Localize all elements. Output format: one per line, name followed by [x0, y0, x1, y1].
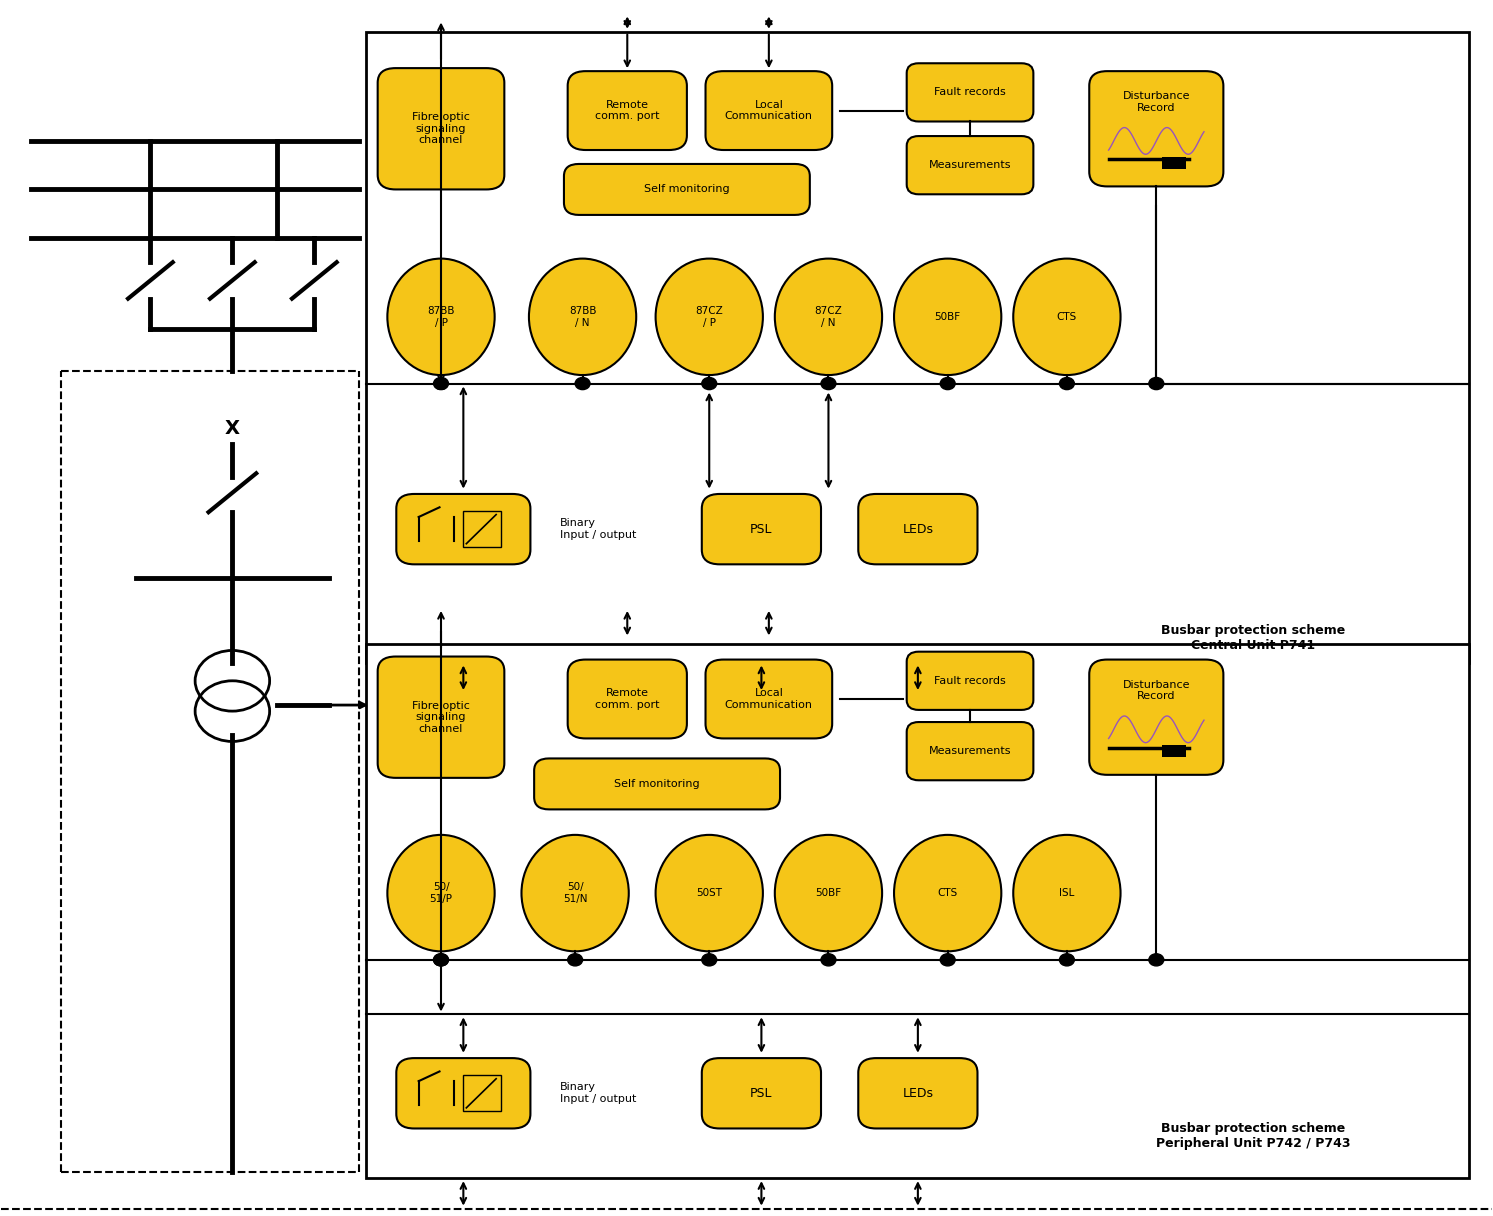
Text: 50BF: 50BF	[815, 888, 842, 899]
Circle shape	[702, 953, 717, 966]
FancyBboxPatch shape	[396, 494, 530, 564]
FancyBboxPatch shape	[567, 659, 687, 738]
Circle shape	[1060, 953, 1075, 966]
FancyBboxPatch shape	[378, 68, 505, 190]
Text: 50ST: 50ST	[696, 888, 723, 899]
FancyBboxPatch shape	[534, 759, 779, 810]
Ellipse shape	[775, 835, 882, 951]
FancyBboxPatch shape	[567, 72, 687, 150]
Ellipse shape	[1014, 259, 1121, 375]
Ellipse shape	[894, 259, 1002, 375]
FancyBboxPatch shape	[366, 32, 1469, 663]
Ellipse shape	[521, 835, 629, 951]
Text: Remote
comm. port: Remote comm. port	[596, 688, 660, 710]
FancyBboxPatch shape	[906, 136, 1033, 195]
FancyBboxPatch shape	[706, 72, 832, 150]
Circle shape	[433, 377, 448, 389]
Ellipse shape	[529, 259, 636, 375]
Circle shape	[941, 377, 956, 389]
Text: Disturbance
Record: Disturbance Record	[1123, 91, 1190, 113]
Circle shape	[1148, 377, 1163, 389]
Text: Disturbance
Record: Disturbance Record	[1123, 680, 1190, 702]
Text: 50BF: 50BF	[935, 311, 960, 322]
FancyBboxPatch shape	[1090, 659, 1223, 775]
FancyBboxPatch shape	[702, 494, 821, 564]
Text: Fibre optic
signaling
channel: Fibre optic signaling channel	[412, 112, 470, 146]
FancyBboxPatch shape	[366, 644, 1469, 1178]
Circle shape	[821, 953, 836, 966]
FancyBboxPatch shape	[564, 164, 809, 215]
Text: 87BB
/ N: 87BB / N	[569, 306, 596, 327]
Circle shape	[821, 377, 836, 389]
Text: 50/
51/N: 50/ 51/N	[563, 883, 587, 903]
Text: LEDs: LEDs	[902, 1087, 933, 1099]
Bar	[1162, 745, 1185, 758]
FancyBboxPatch shape	[1090, 72, 1223, 186]
Text: Local
Communication: Local Communication	[726, 688, 812, 710]
Text: 87BB
/ P: 87BB / P	[427, 306, 455, 327]
Text: Measurements: Measurements	[929, 161, 1011, 170]
Ellipse shape	[894, 835, 1002, 951]
Text: PSL: PSL	[749, 523, 773, 535]
FancyBboxPatch shape	[706, 659, 832, 738]
Text: Fault records: Fault records	[935, 88, 1006, 97]
Text: Busbar protection scheme
Peripheral Unit P742 / P743: Busbar protection scheme Peripheral Unit…	[1156, 1121, 1351, 1150]
Text: Self monitoring: Self monitoring	[614, 779, 700, 789]
Text: ISL: ISL	[1059, 888, 1075, 899]
Circle shape	[1060, 377, 1075, 389]
Text: 50/
51/P: 50/ 51/P	[430, 883, 452, 903]
Ellipse shape	[387, 835, 494, 951]
Text: X: X	[225, 420, 240, 438]
Circle shape	[941, 953, 956, 966]
FancyBboxPatch shape	[702, 1058, 821, 1128]
FancyBboxPatch shape	[378, 657, 505, 778]
Text: PSL: PSL	[749, 1087, 773, 1099]
Circle shape	[433, 953, 448, 966]
Circle shape	[567, 953, 582, 966]
Text: Measurements: Measurements	[929, 747, 1011, 756]
Circle shape	[575, 377, 590, 389]
Ellipse shape	[655, 835, 763, 951]
Text: Remote
comm. port: Remote comm. port	[596, 100, 660, 122]
Bar	[463, 511, 500, 547]
Bar	[463, 1075, 500, 1111]
Ellipse shape	[387, 259, 494, 375]
Text: Busbar protection scheme
Central Unit P741: Busbar protection scheme Central Unit P7…	[1162, 624, 1345, 652]
Ellipse shape	[775, 259, 882, 375]
Text: CTS: CTS	[1057, 311, 1076, 322]
Text: Fibre optic
signaling
channel: Fibre optic signaling channel	[412, 700, 470, 733]
Circle shape	[433, 953, 448, 966]
FancyBboxPatch shape	[858, 1058, 978, 1128]
FancyBboxPatch shape	[906, 63, 1033, 122]
Text: 87CZ
/ P: 87CZ / P	[696, 306, 723, 327]
Text: LEDs: LEDs	[902, 523, 933, 535]
Ellipse shape	[1014, 835, 1121, 951]
FancyBboxPatch shape	[906, 652, 1033, 710]
Text: Binary
Input / output: Binary Input / output	[560, 1082, 636, 1104]
Ellipse shape	[655, 259, 763, 375]
Text: Self monitoring: Self monitoring	[643, 185, 730, 195]
Bar	[1162, 157, 1185, 169]
Text: Binary
Input / output: Binary Input / output	[560, 518, 636, 540]
Text: 87CZ
/ N: 87CZ / N	[815, 306, 842, 327]
FancyBboxPatch shape	[396, 1058, 530, 1128]
FancyBboxPatch shape	[858, 494, 978, 564]
Circle shape	[702, 377, 717, 389]
Circle shape	[1148, 953, 1163, 966]
Text: CTS: CTS	[938, 888, 959, 899]
Text: Local
Communication: Local Communication	[726, 100, 812, 122]
Text: Fault records: Fault records	[935, 676, 1006, 686]
FancyBboxPatch shape	[906, 722, 1033, 781]
